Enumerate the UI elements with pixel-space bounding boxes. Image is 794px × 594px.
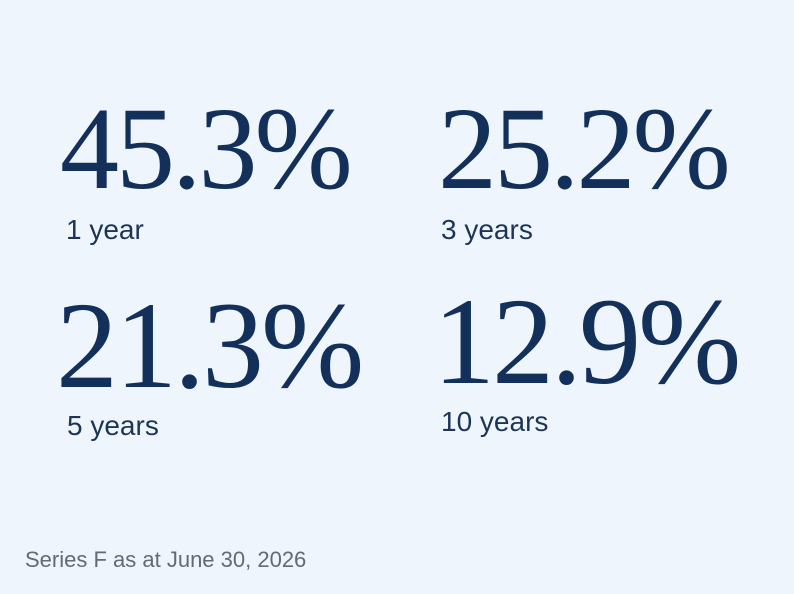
stat-label: 5 years [67, 410, 159, 441]
stat-label: 3 years [441, 214, 533, 245]
stat-value: 12.9% [433, 273, 741, 410]
stat-value: 45.3% [60, 83, 353, 214]
stat-value: 25.2% [438, 83, 731, 214]
stat-label: 1 year [66, 214, 144, 245]
footnote: Series F as at June 30, 2026 [25, 547, 307, 572]
stat-value: 21.3% [56, 277, 364, 414]
stat-label: 10 years [441, 406, 549, 437]
